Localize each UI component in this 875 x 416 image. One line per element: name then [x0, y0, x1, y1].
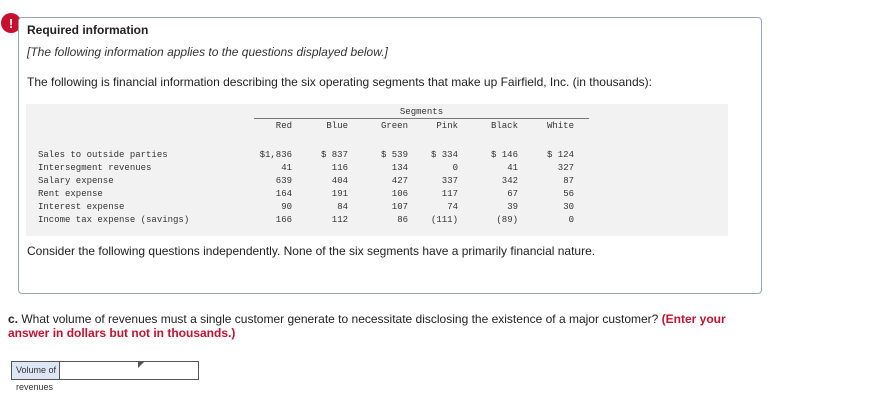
table-cell: 56 [563, 189, 574, 199]
col-header-white: White [546, 121, 574, 131]
table-cell: 107 [391, 202, 408, 212]
question-instruction: (Enter your answer in dollars but not in… [8, 312, 726, 340]
table-cell: 404 [331, 176, 348, 186]
intro-text: The following is financial information d… [27, 75, 652, 89]
table-cell: 427 [391, 176, 408, 186]
table-cell: $ 837 [320, 150, 348, 160]
table-cell: 39 [507, 202, 518, 212]
table-cell: 41 [281, 163, 292, 173]
col-header-black: Black [490, 121, 518, 131]
segment-data-table: Segments Red Blue Green Pink Black White… [26, 104, 728, 236]
col-header-green: Green [380, 121, 408, 131]
question-c: c. What volume of revenues must a single… [8, 312, 768, 340]
answer-row: Volume of revenues [11, 361, 199, 392]
table-cell: 67 [507, 189, 518, 199]
row-label: Interest expense [38, 202, 125, 212]
volume-of-revenues-input[interactable] [60, 362, 198, 379]
table-cell: 337 [441, 176, 458, 186]
table-cell: 166 [275, 215, 292, 225]
table-cell: $ 124 [546, 150, 574, 160]
table-cell: 41 [507, 163, 518, 173]
table-cell: 191 [331, 189, 348, 199]
answer-label: Volume of revenues [12, 362, 60, 392]
table-cell: 74 [447, 202, 458, 212]
col-header-red: Red [275, 121, 292, 131]
table-cell: 106 [391, 189, 408, 199]
required-info-subtitle: [The following information applies to th… [27, 45, 388, 59]
consider-text: Consider the following questions indepen… [27, 244, 596, 258]
table-cell: 327 [557, 163, 574, 173]
question-letter: c. [8, 312, 19, 326]
table-cell: 30 [563, 202, 574, 212]
table-cell: 134 [391, 163, 408, 173]
table-cell: 342 [501, 176, 518, 186]
table-cell: $1,836 [259, 150, 292, 160]
input-corner-marker [138, 362, 144, 368]
col-header-blue: Blue [326, 121, 348, 131]
table-cell: (89) [496, 215, 518, 225]
table-cell: $ 146 [490, 150, 518, 160]
row-label: Sales to outside parties [38, 150, 168, 160]
table-cell: 0 [568, 215, 574, 225]
table-cell: 86 [397, 215, 408, 225]
table-cell: (111) [430, 215, 458, 225]
row-label: Intersegment revenues [38, 163, 152, 173]
table-cell: 164 [275, 189, 292, 199]
table-cell: 639 [275, 176, 292, 186]
row-label: Rent expense [38, 189, 103, 199]
table-cell: 87 [563, 176, 574, 186]
row-label: Salary expense [38, 176, 114, 186]
table-cell: 117 [441, 189, 458, 199]
segments-group-header: Segments [254, 107, 589, 119]
table-cell: 116 [331, 163, 348, 173]
question-text: What volume of revenues must a single cu… [18, 312, 662, 326]
alert-icon: ! [1, 13, 21, 33]
table-cell: 84 [337, 202, 348, 212]
table-cell: 112 [331, 215, 348, 225]
table-cell: 0 [452, 163, 458, 173]
col-header-pink: Pink [436, 121, 458, 131]
table-cell: 90 [281, 202, 292, 212]
table-cell: $ 334 [430, 150, 458, 160]
row-label: Income tax expense (savings) [38, 215, 190, 225]
required-info-title: Required information [27, 23, 149, 37]
table-cell: $ 539 [380, 150, 408, 160]
